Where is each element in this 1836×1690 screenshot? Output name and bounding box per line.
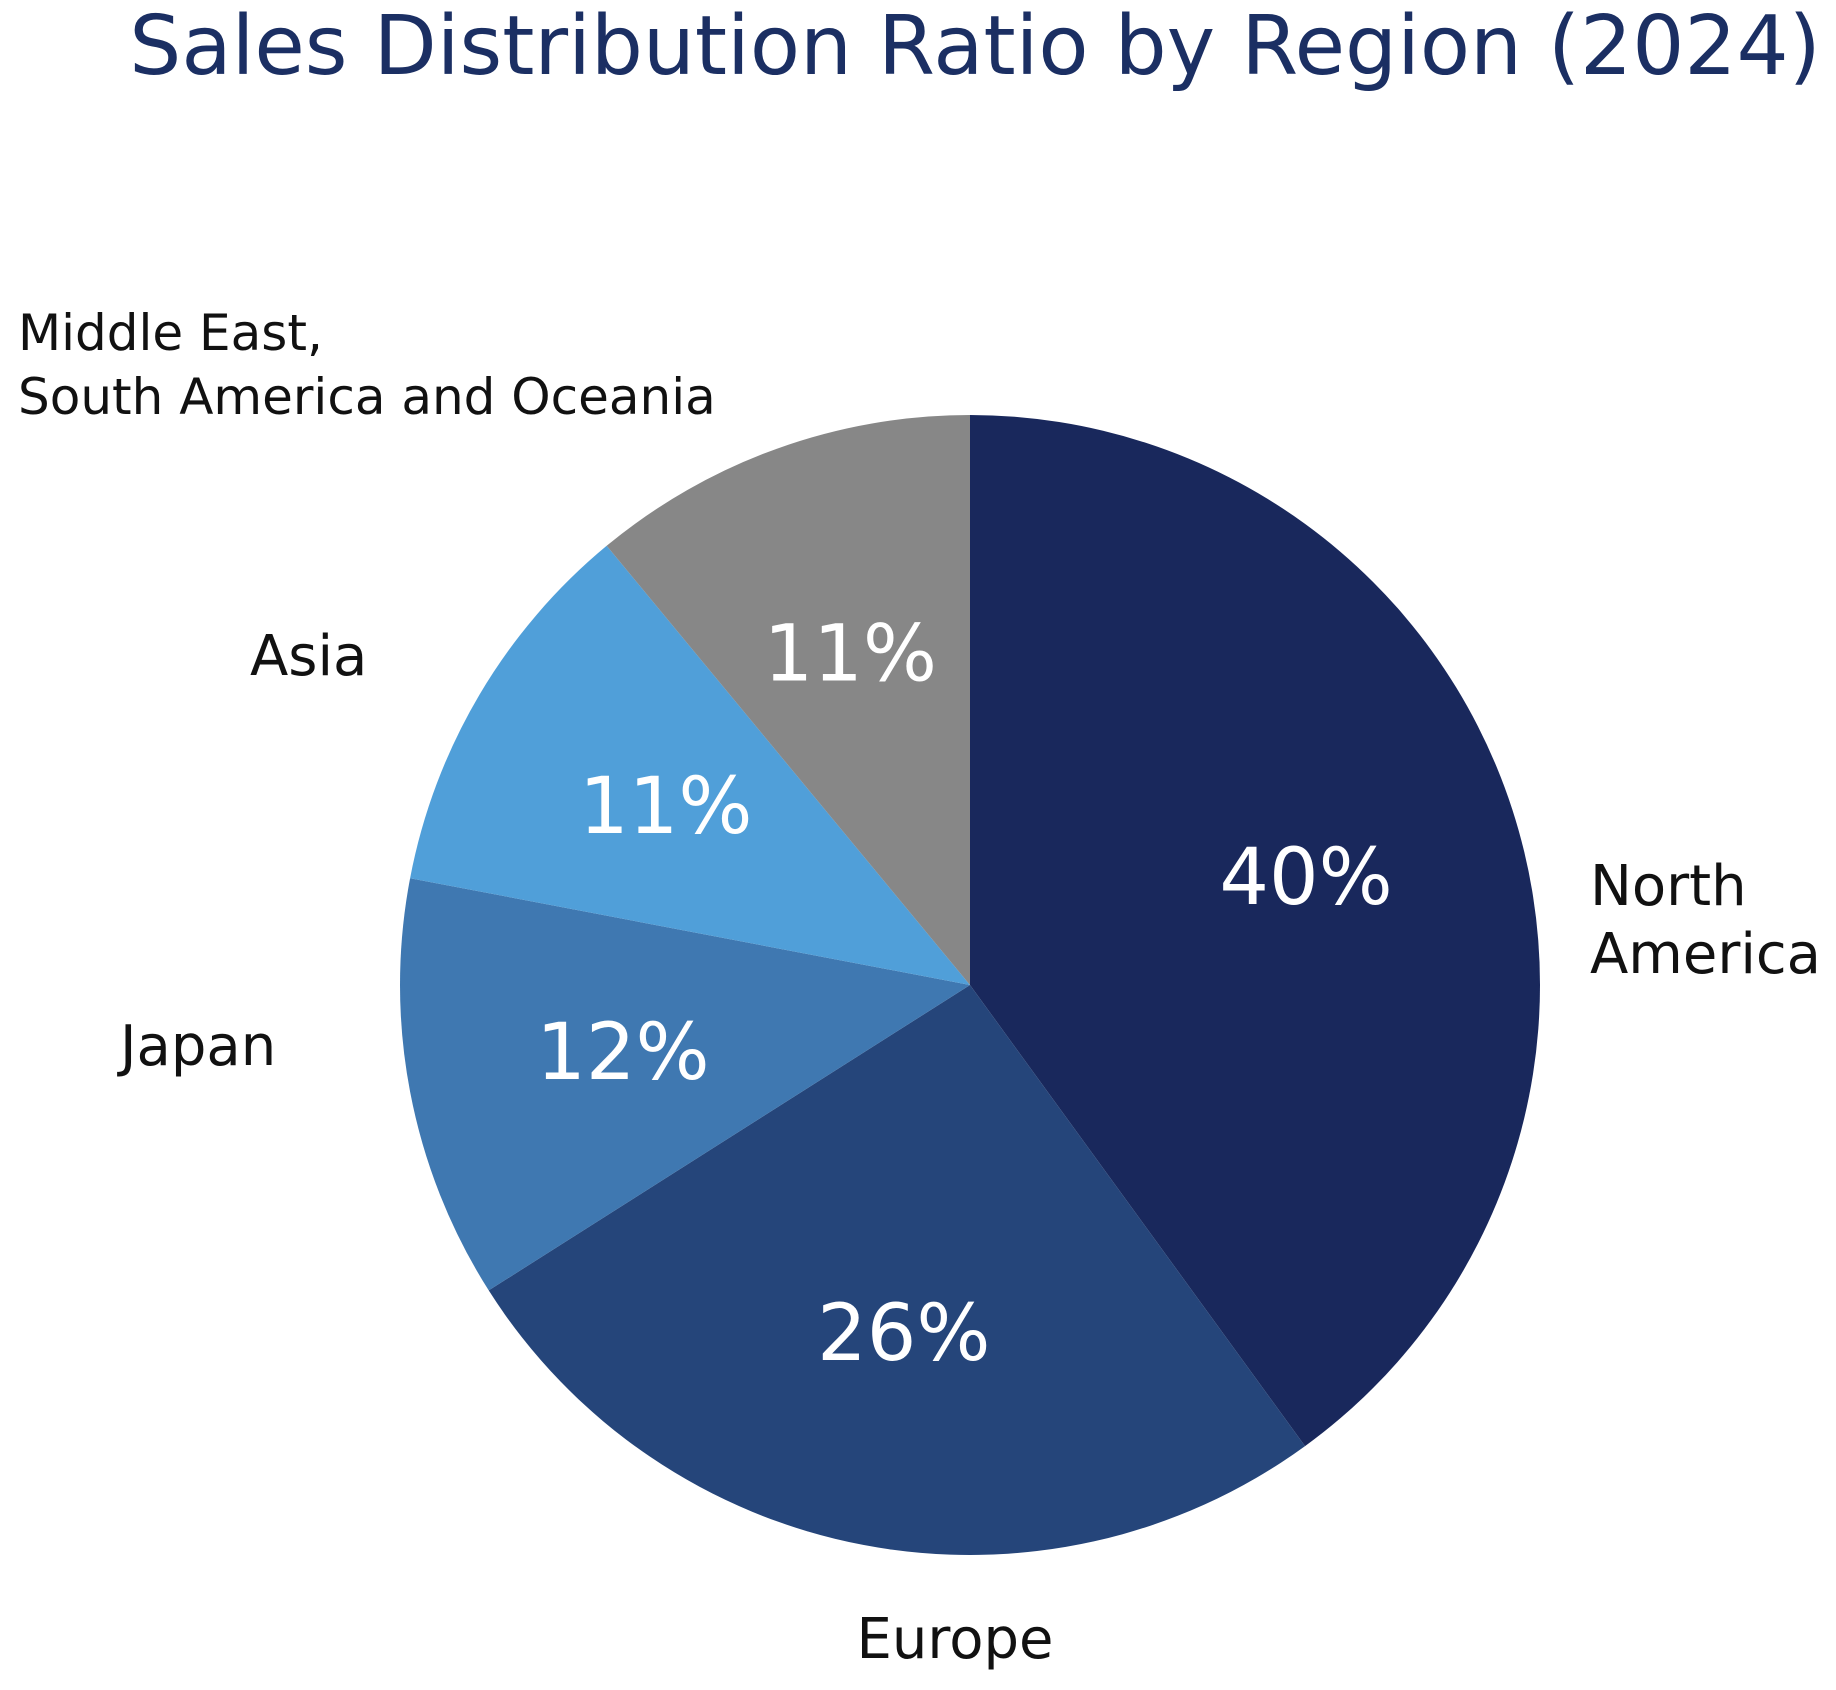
- category-label-line: America: [1590, 922, 1821, 987]
- category-label-north-america: North America: [1590, 854, 1821, 987]
- value-label-europe: 26%: [817, 1289, 990, 1379]
- value-label-middle-east-south-america-and-oceania: 11%: [764, 610, 937, 700]
- pie-slice-japan: [400, 878, 970, 1291]
- category-label-line: Japan: [117, 1014, 276, 1079]
- category-label-middle-east-south-america-and-oceania: Middle East, South America and Oceania: [18, 304, 716, 426]
- pie-slices: [400, 415, 1541, 1556]
- pie-slice-middle-east-south-america-and-oceania: [606, 415, 970, 985]
- pie-slice-north-america: [970, 415, 1541, 1447]
- pie-slice-europe: [488, 985, 1306, 1556]
- chart-title: Sales Distribution Ratio by Region (2024…: [129, 0, 1820, 94]
- category-label-line: South America and Oceania: [18, 368, 716, 426]
- value-labels: 40% 26% 12% 11%11%: [536, 610, 1393, 1380]
- category-label-line: Asia: [250, 624, 367, 689]
- value-label-asia: 11%: [579, 762, 752, 852]
- category-label-line: North: [1590, 854, 1747, 919]
- category-label-line: Europe: [857, 1607, 1054, 1672]
- category-labels: North America Europe Japan Asia Middle East, S…: [18, 304, 1821, 1672]
- category-label-asia: Asia: [250, 624, 367, 689]
- category-label-japan: Japan: [117, 1014, 276, 1079]
- category-label-europe: Europe: [857, 1607, 1054, 1672]
- pie-slice-asia: [410, 545, 971, 985]
- value-label-north-america: 40%: [1219, 833, 1392, 923]
- value-label-japan: 12%: [536, 1008, 709, 1098]
- category-label-line: Middle East,: [18, 304, 323, 362]
